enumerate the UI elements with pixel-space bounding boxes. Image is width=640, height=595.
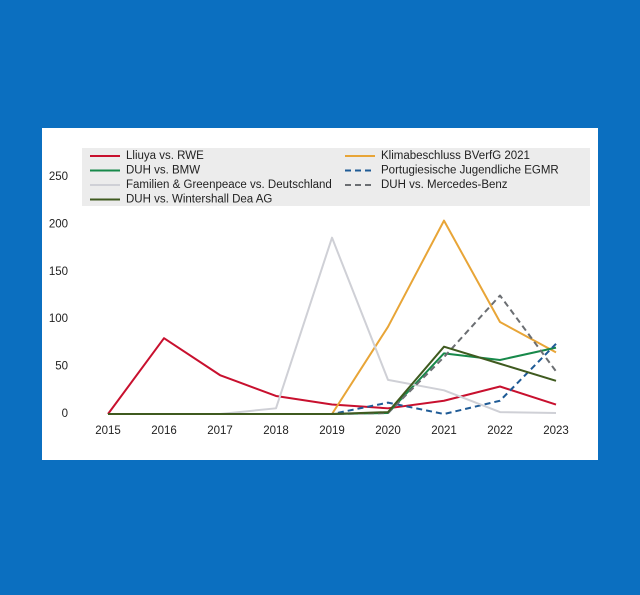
x-tick-label: 2019 bbox=[319, 425, 345, 437]
x-tick-label: 2018 bbox=[263, 425, 289, 437]
y-tick-label: 50 bbox=[55, 361, 68, 373]
legend-label: DUH vs. BMW bbox=[126, 165, 200, 177]
x-tick-label: 2015 bbox=[95, 425, 121, 437]
series-line bbox=[331, 219, 557, 415]
y-tick-label: 200 bbox=[49, 218, 68, 230]
legend-label: Klimabeschluss BVerfG 2021 bbox=[381, 150, 530, 162]
legend-label: DUH vs. Wintershall Dea AG bbox=[126, 194, 272, 206]
x-tick-label: 2021 bbox=[431, 425, 457, 437]
series-line bbox=[107, 337, 557, 415]
x-tick-label: 2022 bbox=[487, 425, 513, 437]
x-tick-label: 2023 bbox=[543, 425, 569, 437]
x-tick-label: 2017 bbox=[207, 425, 233, 437]
y-tick-label: 250 bbox=[49, 171, 68, 183]
y-tick-label: 150 bbox=[49, 266, 68, 278]
x-tick-label: 2016 bbox=[151, 425, 177, 437]
legend-label: Portugiesische Jugendliche EGMR bbox=[381, 165, 559, 177]
legend-label: Lliuya vs. RWE bbox=[126, 150, 204, 162]
y-tick-label: 0 bbox=[62, 408, 68, 420]
legend-label: DUH vs. Mercedes-Benz bbox=[381, 179, 508, 191]
y-tick-label: 100 bbox=[49, 313, 68, 325]
x-tick-label: 2020 bbox=[375, 425, 401, 437]
series-line bbox=[108, 345, 557, 415]
legend bbox=[82, 148, 590, 206]
legend-label: Familien & Greenpeace vs. Deutschland bbox=[126, 179, 332, 191]
